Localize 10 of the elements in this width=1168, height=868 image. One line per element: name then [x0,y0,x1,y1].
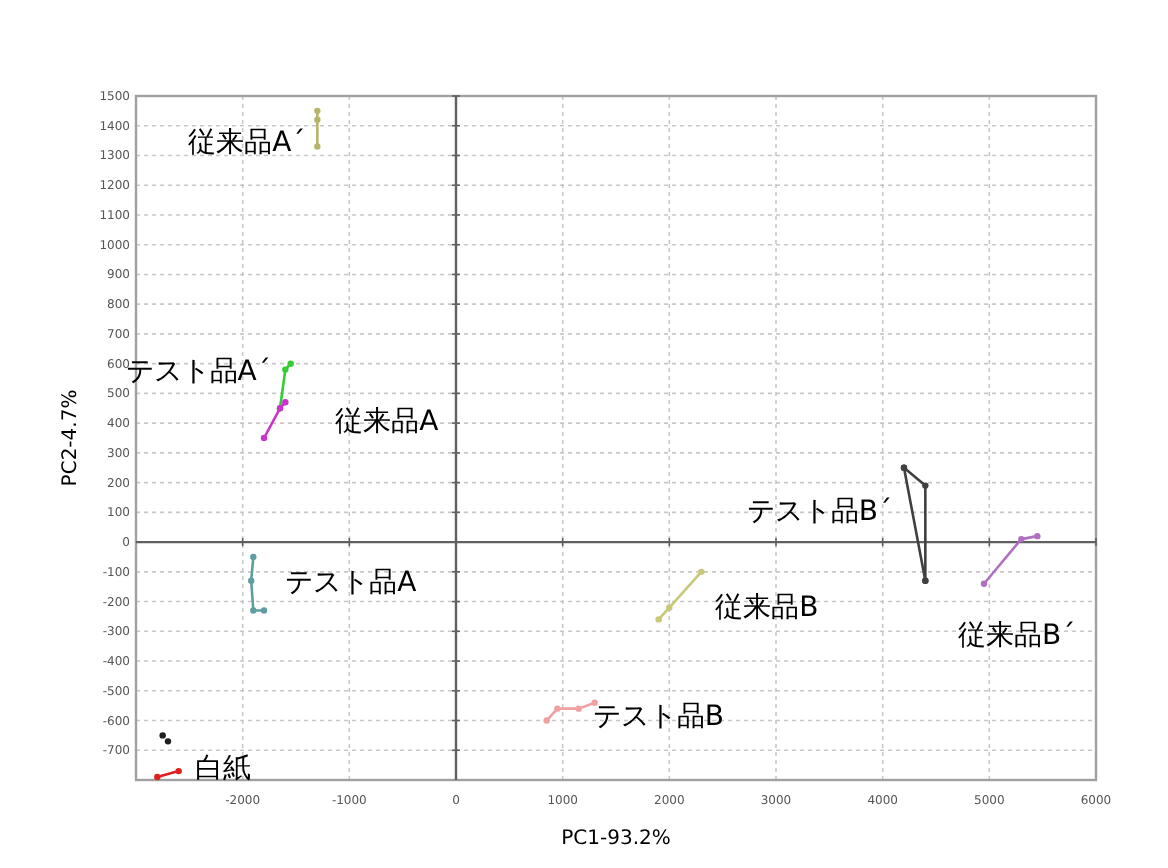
series-label: 従来品B [715,591,819,624]
y-axis-title: PC2-4.7% [60,389,82,487]
series-label: テスト品A [285,566,418,599]
series-label: テスト品B´ [746,495,892,528]
series-label: 従来品A´ [188,126,306,159]
x-axis-title: PC1-93.2% [561,828,671,850]
series-label: 従来品B´ [958,619,1076,652]
series-label: 白紙 [195,753,252,786]
series-label: テスト品B [592,700,724,733]
series-label: 従来品A [335,406,440,439]
